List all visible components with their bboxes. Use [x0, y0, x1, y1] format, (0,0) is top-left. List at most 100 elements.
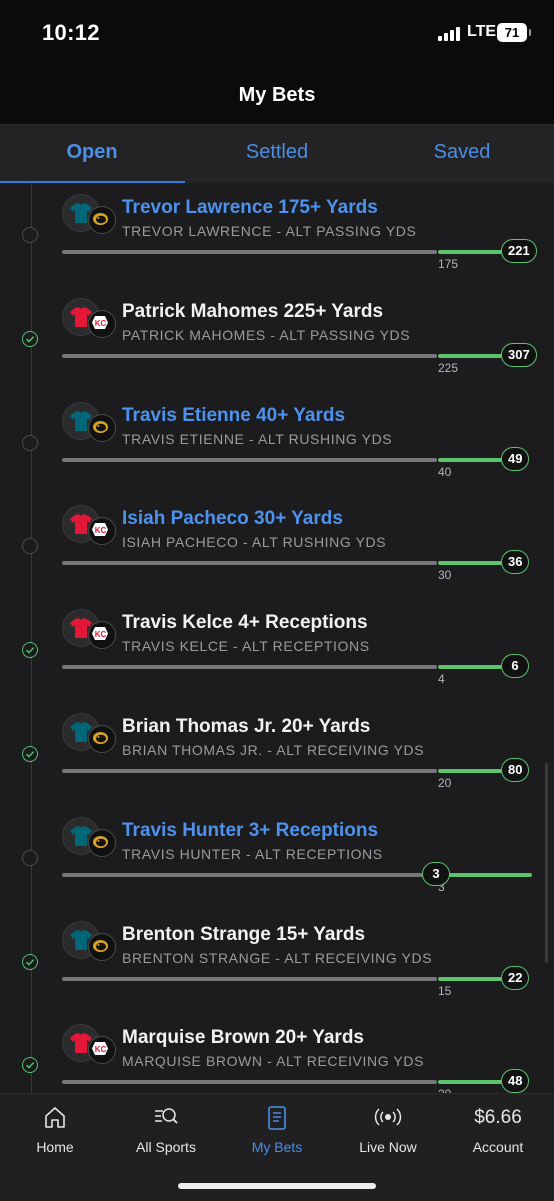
threshold-label: 40 — [438, 464, 452, 479]
active-tab-indicator — [0, 181, 185, 184]
bet-leg[interactable]: KC Marquise Brown 20+ Yards MARQUISE BROWN… — [0, 1013, 554, 1093]
nav-all-sports-label: All Sports — [136, 1139, 196, 1155]
leg-title: Travis Etienne 40+ Yards — [122, 404, 346, 426]
progress-fill — [438, 872, 532, 877]
tab-settled[interactable]: Settled — [245, 141, 309, 163]
team-logos: KC — [62, 1024, 118, 1065]
bet-leg[interactable]: Travis Hunter 3+ Receptions TRAVIS HUNTER… — [0, 806, 554, 910]
header: My Bets — [0, 70, 554, 124]
leg-title: Brian Thomas Jr. 20+ Yards — [122, 716, 371, 737]
leg-market: BRIAN THOMAS JR. - ALT RECEIVING YDS — [122, 742, 425, 758]
leg-title: Marquise Brown 20+ Yards — [122, 1027, 364, 1049]
leg-won-check-icon — [22, 1057, 38, 1074]
progress-track — [62, 769, 437, 773]
progress-fill — [438, 976, 508, 981]
team-logos — [62, 816, 118, 857]
progress-track — [62, 561, 437, 566]
leg-market: MARQUISE BROWN - ALT RECEIVING YDS — [122, 1053, 425, 1070]
nav-account-label: Account — [472, 1139, 524, 1155]
nav-account[interactable]: $6.66 Account — [443, 1094, 553, 1174]
leg-won-check-icon — [22, 746, 38, 762]
tab-open[interactable]: Open — [66, 141, 118, 163]
jaguars-logo-icon — [88, 828, 116, 857]
svg-text:KC: KC — [95, 1045, 107, 1054]
status-bar: 10:12 LTE 71 — [0, 0, 554, 70]
battery-icon: 71 — [497, 23, 531, 42]
search-list-icon — [111, 1104, 221, 1132]
nav-my-bets[interactable]: My Bets — [222, 1094, 332, 1174]
tab-saved[interactable]: Saved — [433, 141, 491, 163]
bet-leg[interactable]: Brian Thomas Jr. 20+ Yards BRIAN THOMAS J… — [0, 702, 554, 806]
current-value-badge: 36 — [501, 550, 530, 575]
nav-live-now[interactable]: Live Now — [333, 1094, 443, 1174]
jaguars-logo-icon — [88, 413, 116, 442]
leg-market: TRAVIS ETIENNE - ALT RUSHING YDS — [122, 430, 393, 447]
nav-home[interactable]: Home — [0, 1094, 110, 1174]
current-value-badge: 3 — [422, 861, 450, 886]
progress-track — [62, 872, 437, 877]
progress-track — [62, 665, 437, 670]
team-logos — [62, 920, 118, 961]
team-logos — [62, 194, 118, 234]
progress-fill — [438, 457, 508, 462]
team-logos — [62, 401, 118, 442]
bet-leg[interactable]: KC Isiah Pacheco 30+ Yards ISIAH PACHECO -… — [0, 494, 554, 598]
leg-title: Patrick Mahomes 225+ Yards — [122, 300, 384, 322]
bet-legs-list[interactable]: Trevor Lawrence 175+ Yards TREVOR LAWRENC… — [0, 183, 554, 1093]
threshold-label: 20 — [438, 1087, 451, 1093]
bet-leg[interactable]: Brenton Strange 15+ Yards BRENTON STRANGE… — [0, 910, 554, 1014]
status-time: 10:12 — [42, 20, 100, 45]
leg-title: Isiah Pacheco 30+ Yards — [122, 508, 343, 530]
threshold-label: 15 — [438, 983, 452, 998]
nav-all-sports[interactable]: All Sports — [111, 1094, 221, 1174]
leg-pending-dot-icon — [22, 538, 38, 555]
threshold-label: 175 — [438, 257, 459, 271]
bet-leg[interactable]: KC Patrick Mahomes 225+ Yards PATRICK MAHO… — [0, 287, 554, 391]
progress-fill — [438, 561, 508, 566]
threshold-label: 225 — [438, 360, 459, 375]
chiefs-logo-icon: KC — [88, 517, 116, 546]
account-balance: $6.66 — [474, 1107, 522, 1128]
broadcast-icon — [333, 1104, 443, 1132]
leg-won-check-icon — [22, 330, 38, 347]
current-value-badge: 49 — [501, 446, 530, 471]
home-indicator[interactable] — [178, 1183, 376, 1189]
progress-track — [62, 457, 437, 462]
jaguars-logo-icon — [88, 932, 116, 961]
svg-text:KC: KC — [95, 526, 107, 535]
leg-market: PATRICK MAHOMES - ALT PASSING YDS — [122, 326, 411, 343]
chiefs-logo-icon: KC — [88, 309, 116, 338]
nav-live-now-label: Live Now — [359, 1139, 417, 1155]
progress-fill — [438, 353, 508, 358]
current-value-badge: 48 — [501, 1069, 530, 1093]
svg-text:KC: KC — [95, 319, 107, 328]
timeline-line — [31, 183, 32, 1093]
bet-leg[interactable]: KC Travis Kelce 4+ Receptions TRAVIS KELCE… — [0, 598, 554, 702]
team-logos — [62, 713, 118, 753]
leg-market: TRAVIS HUNTER - ALT RECEPTIONS — [122, 845, 383, 862]
jaguars-logo-icon — [88, 206, 116, 234]
current-value-badge: 22 — [501, 965, 530, 990]
progress-fill — [438, 250, 508, 254]
leg-market: TRAVIS KELCE - ALT RECEPTIONS — [122, 638, 370, 655]
scrollbar[interactable] — [545, 763, 548, 963]
page-title: My Bets — [238, 84, 316, 106]
progress-fill — [438, 1080, 508, 1085]
leg-won-check-icon — [22, 642, 38, 659]
current-value-badge: 221 — [501, 239, 537, 263]
nav-my-bets-label: My Bets — [251, 1139, 303, 1155]
progress-track — [62, 250, 437, 254]
signal-icon — [438, 25, 462, 41]
progress-track — [62, 353, 437, 358]
bet-leg[interactable]: Travis Etienne 40+ Yards TRAVIS ETIENNE -… — [0, 391, 554, 495]
threshold-label: 30 — [438, 568, 452, 583]
progress-fill — [438, 769, 508, 773]
current-value-badge: 307 — [501, 342, 537, 367]
progress-fill — [438, 665, 508, 670]
leg-market: TREVOR LAWRENCE - ALT PASSING YDS — [122, 223, 417, 239]
home-icon — [0, 1104, 110, 1132]
bet-leg[interactable]: Trevor Lawrence 175+ Yards TREVOR LAWRENC… — [0, 183, 554, 287]
nav-home-label: Home — [36, 1139, 74, 1155]
current-value-badge: 6 — [501, 654, 529, 679]
threshold-label: 20 — [438, 776, 452, 790]
